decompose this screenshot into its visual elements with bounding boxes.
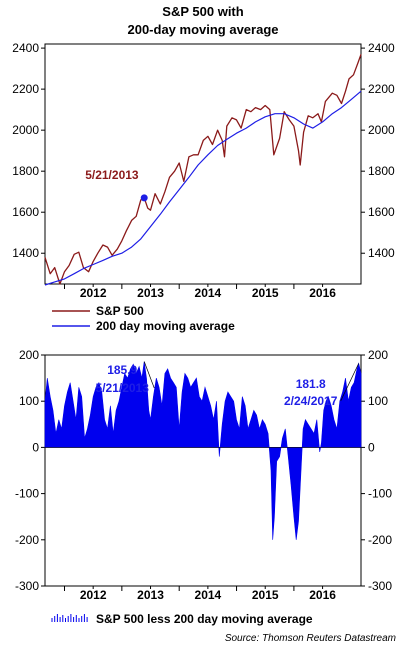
- price-series-group: [44, 54, 362, 286]
- y-tick-left-label: 200: [19, 348, 39, 362]
- x-tick-label: 2016: [309, 286, 336, 300]
- y-tick-left-label: 1800: [12, 164, 39, 178]
- price-legend: S&P 500 200 day moving average: [52, 304, 235, 333]
- y-tick-left-label: -300: [15, 579, 39, 593]
- y-tick-left-label: 100: [19, 394, 39, 408]
- y-tick-right-label: -200: [368, 533, 392, 547]
- y-tick-left-label: 2200: [12, 82, 39, 96]
- deviation-area: [44, 361, 362, 540]
- y-tick-left-label: 2000: [12, 123, 39, 137]
- deviation-y-axis-left: -300 -200 -100 0 100 200: [15, 348, 45, 593]
- y-tick-right-label: -100: [368, 487, 392, 501]
- legend-diff-label: S&P 500 less 200 day moving average: [96, 612, 313, 626]
- x-tick-label: 2016: [309, 588, 336, 602]
- deviation-plot-frame: [44, 354, 362, 587]
- price-chart-panel: 1400 1600 1800 2000 2200 2400 1400 1600 1800 200…: [12, 41, 395, 300]
- x-tick-label: 2015: [252, 286, 279, 300]
- y-tick-right-label: 0: [368, 440, 375, 454]
- y-tick-right-label: 200: [368, 348, 388, 362]
- y-tick-right-label: -300: [368, 579, 392, 593]
- ma200-line: [44, 90, 362, 286]
- deviation-annotation-group: 185.9 5/21/2013 181.8 2/24/2017: [96, 361, 360, 408]
- y-tick-left-label: -200: [15, 533, 39, 547]
- x-tick-label: 2014: [195, 588, 222, 602]
- annotation-leader-line: [143, 361, 155, 389]
- y-tick-left-label: 1400: [12, 246, 39, 260]
- x-tick-label: 2015: [252, 588, 279, 602]
- x-tick-label: 2012: [80, 588, 107, 602]
- y-tick-left-label: 1600: [12, 205, 39, 219]
- source-note: Source: Thomson Reuters Datastream: [225, 633, 396, 644]
- legend-ma-label: 200 day moving average: [96, 319, 235, 333]
- annotation-date-label: 5/21/2013: [96, 381, 150, 395]
- deviation-x-axis: 2012 2013 2014 2015 2016: [63, 586, 336, 602]
- annotation-value-label: 181.8: [296, 377, 326, 391]
- y-tick-right-label: 2400: [368, 41, 395, 55]
- legend-sp500-label: S&P 500: [96, 304, 144, 318]
- y-tick-left-label: 0: [32, 440, 39, 454]
- price-plot-frame: [44, 43, 362, 285]
- chart-title-line1: S&P 500 with: [162, 4, 243, 19]
- annotation-leader-line: [340, 363, 360, 402]
- price-y-axis-left: 1400 1600 1800 2000 2200 2400: [12, 41, 45, 260]
- annotation-date-label: 5/21/2013: [85, 168, 139, 182]
- y-tick-right-label: 1800: [368, 164, 395, 178]
- sp500-line: [44, 54, 362, 285]
- y-tick-right-label: 100: [368, 394, 388, 408]
- deviation-y-axis-right: -300 -200 -100 0 100 200: [361, 348, 392, 593]
- x-tick-label: 2013: [137, 286, 164, 300]
- legend-diff-swatch: [51, 614, 88, 622]
- deviation-series-group: [44, 361, 362, 540]
- y-tick-right-label: 2000: [368, 123, 395, 137]
- annotation-marker: [140, 194, 148, 202]
- price-y-axis-right: 1400 1600 1800 2000 2200 2400: [361, 41, 395, 260]
- price-annotation-group: 5/21/2013: [85, 168, 148, 202]
- annotation-value-label: 185.9: [107, 363, 137, 377]
- annotation-date-label: 2/24/2017: [284, 394, 338, 408]
- price-x-axis: 2012 2013 2014 2015 2016: [63, 284, 336, 300]
- deviation-legend: S&P 500 less 200 day moving average: [51, 612, 313, 626]
- y-tick-right-label: 1600: [368, 205, 395, 219]
- y-tick-left-label: 2400: [12, 41, 39, 55]
- chart-title-line2: 200-day moving average: [127, 22, 278, 37]
- x-tick-label: 2012: [80, 286, 107, 300]
- x-tick-label: 2013: [137, 588, 164, 602]
- y-tick-right-label: 1400: [368, 246, 395, 260]
- y-tick-left-label: -100: [15, 487, 39, 501]
- y-tick-right-label: 2200: [368, 82, 395, 96]
- x-tick-label: 2014: [195, 286, 222, 300]
